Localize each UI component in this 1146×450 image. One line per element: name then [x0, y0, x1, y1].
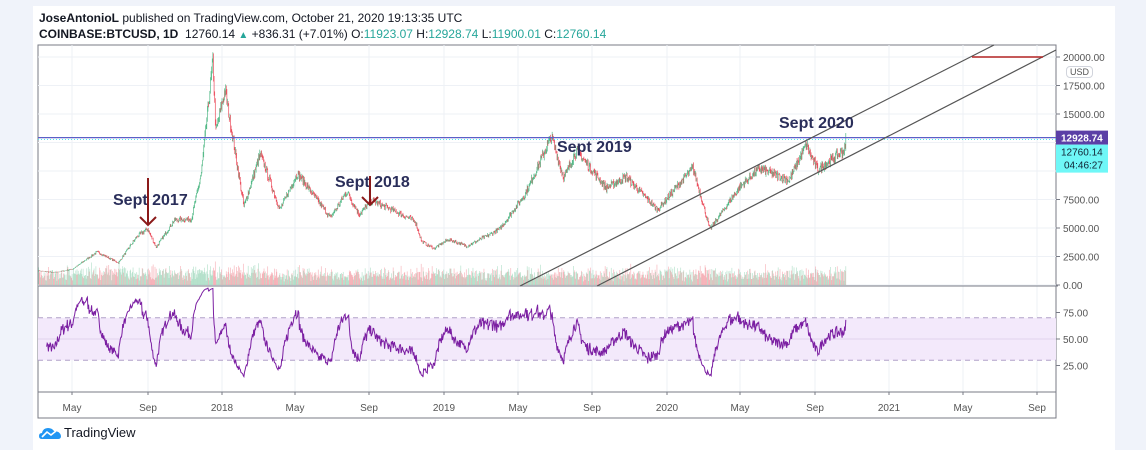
time-tick-label: Sep	[360, 403, 378, 414]
price-tick-label: 15000.00	[1063, 110, 1105, 121]
price-tick-label: 0.00	[1063, 281, 1083, 292]
time-tick-label: Sep	[806, 403, 824, 414]
high-price-badge-text: 12928.74	[1061, 134, 1103, 145]
high-price-badge	[1056, 130, 1108, 145]
arrow-down-icon	[361, 196, 379, 207]
annotation-label: Sept 2019	[557, 139, 632, 156]
time-tick-label: 2020	[656, 403, 679, 414]
low-value: 11900.01	[491, 27, 541, 41]
countdown-text: 04:46:27	[1064, 161, 1103, 172]
last-price-badge	[1056, 144, 1108, 173]
close-label: C:	[544, 27, 557, 41]
trend-line-upper	[519, 44, 995, 287]
logo-text: TradingView	[64, 425, 136, 440]
annotation-label: Sept 2018	[335, 174, 410, 191]
price-tick-label: 7500.00	[1063, 196, 1100, 207]
rsi-line	[46, 287, 847, 378]
trend-line-lower	[596, 49, 1057, 287]
publish-info: JoseAntonioL published on TradingView.co…	[39, 11, 462, 25]
time-tick-label: May	[731, 403, 750, 414]
time-tick-label: Sep	[583, 403, 601, 414]
last-price-badge-text: 12760.14	[1061, 148, 1103, 159]
annotation-label: Sept 2017	[113, 192, 188, 209]
currency-button[interactable]: USD	[1066, 66, 1094, 78]
open-label: O:	[351, 27, 364, 41]
rsi-tick-label: 50.00	[1063, 335, 1088, 346]
symbol-label: COINBASE:BTCUSD, 1D	[39, 27, 179, 41]
time-tick-label: 2018	[211, 403, 234, 414]
rsi-tick-label: 25.00	[1063, 362, 1088, 373]
rsi-tick-label: 75.00	[1063, 309, 1088, 320]
time-tick-label: Sep	[139, 403, 157, 414]
tradingview-logo[interactable]: TradingView	[39, 425, 136, 440]
price-tick-label: 2500.00	[1063, 253, 1100, 264]
published-text: published on TradingView.com, October 21…	[122, 11, 463, 25]
candles	[38, 52, 847, 273]
open-value: 11923.07	[363, 27, 413, 41]
arrow-down-icon	[139, 216, 157, 227]
time-tick-label: May	[509, 403, 528, 414]
time-tick-label: May	[63, 403, 82, 414]
annotation-label: Sept 2020	[779, 115, 854, 132]
time-tick-label: 2021	[878, 403, 901, 414]
low-label: L:	[481, 27, 492, 41]
last-price: 12760.14	[185, 27, 236, 41]
time-tick-label: May	[954, 403, 973, 414]
author-name[interactable]: JoseAntonioL	[39, 11, 119, 25]
change: +836.31 (+7.01%)	[251, 27, 348, 41]
ohlc-legend: COINBASE:BTCUSD, 1D 12760.14 ▲ +836.31 (…	[39, 27, 606, 41]
price-tick-label: 5000.00	[1063, 224, 1100, 235]
chart-frame	[37, 44, 1057, 419]
tradingview-cloud-icon	[39, 427, 61, 439]
time-tick-label: May	[286, 403, 305, 414]
time-tick-label: Sep	[1028, 403, 1046, 414]
price-tick-label: 20000.00	[1063, 53, 1105, 64]
high-value: 12928.74	[428, 27, 479, 41]
close-value: 12760.14	[556, 27, 607, 41]
price-tick-label: 17500.00	[1063, 82, 1105, 93]
up-triangle-icon: ▲	[238, 30, 249, 41]
time-tick-label: 2019	[433, 403, 456, 414]
high-label: H:	[416, 27, 429, 41]
volume-bars	[38, 261, 847, 285]
